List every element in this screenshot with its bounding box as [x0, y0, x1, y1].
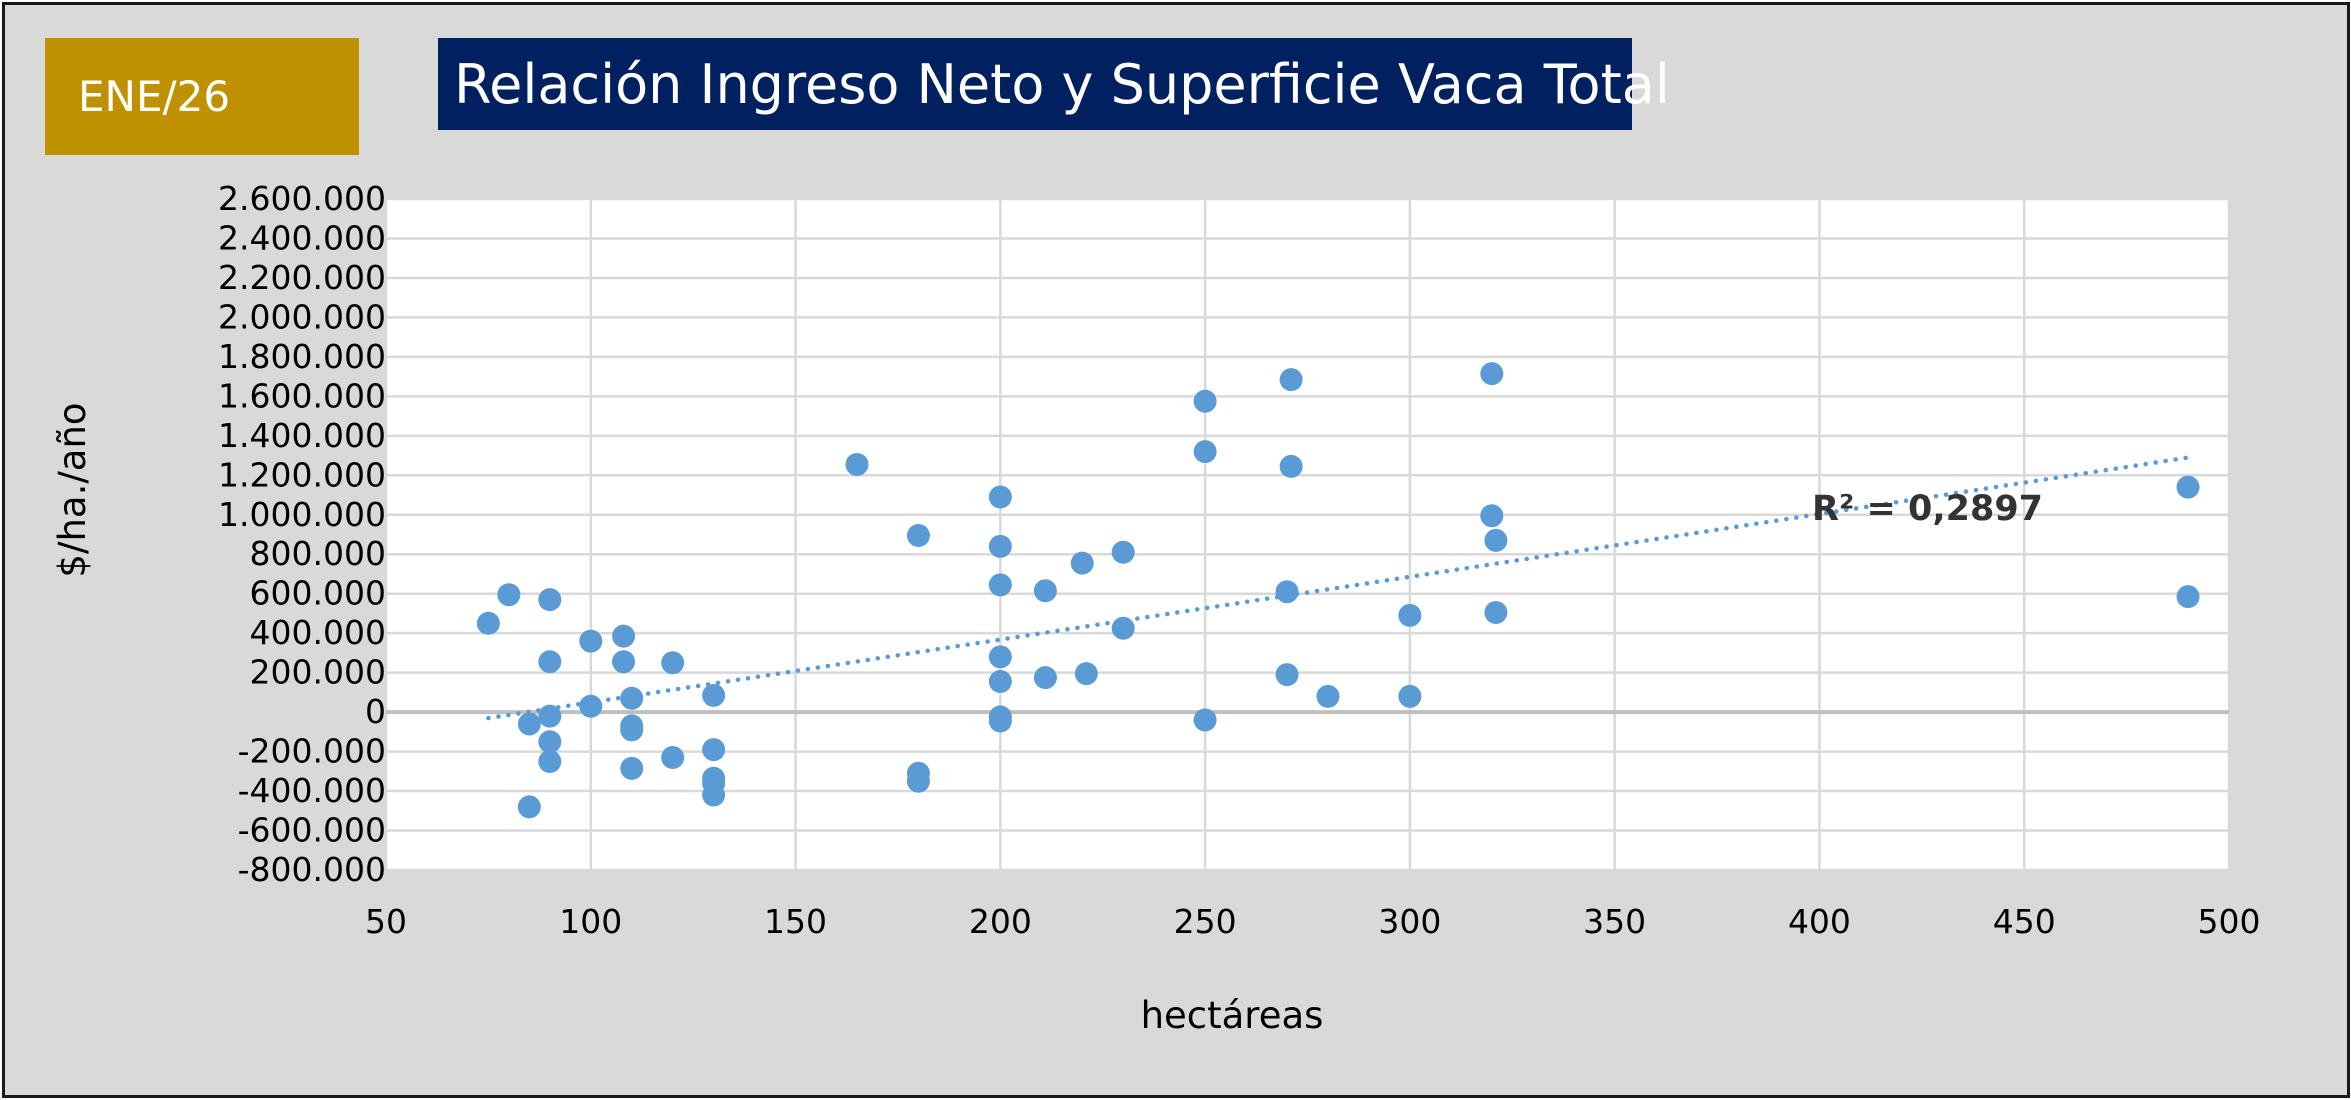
plot-area: [386, 199, 2229, 870]
data-point: [2176, 475, 2200, 499]
data-point: [1033, 579, 1057, 603]
y-tick-label: 1.000.000: [218, 495, 386, 534]
data-point: [1484, 528, 1508, 552]
data-point: [906, 523, 930, 547]
x-tick-labels: 50 100 150 200 250 300 350 400 450 500: [365, 902, 2261, 941]
data-points: [476, 362, 2200, 819]
data-point: [612, 624, 636, 648]
data-point: [1275, 580, 1299, 604]
y-axis-title: $/ha./año: [51, 402, 94, 577]
vertical-gridlines: [384, 199, 2231, 870]
y-tick-label: 2.000.000: [218, 297, 386, 336]
data-point: [1111, 540, 1135, 564]
data-point: [1279, 368, 1303, 392]
data-point: [702, 683, 726, 707]
data-point: [661, 746, 685, 770]
y-tick-label: 200.000: [250, 653, 386, 692]
y-tick-label: 0: [365, 692, 386, 731]
data-point: [1279, 454, 1303, 478]
data-point: [1275, 663, 1299, 687]
y-tick-label: 400.000: [250, 613, 386, 652]
data-point: [988, 534, 1012, 558]
y-tick-label: 1.400.000: [218, 416, 386, 455]
data-point: [517, 712, 541, 736]
y-tick-label: -600.000: [238, 811, 386, 850]
date-badge: ENE/26: [45, 38, 359, 155]
x-tick-label: 350: [1583, 902, 1646, 941]
y-tick-label: -400.000: [238, 771, 386, 810]
x-tick-label: 300: [1378, 902, 1441, 941]
data-point: [845, 452, 869, 476]
data-point: [620, 686, 644, 710]
data-point: [1193, 708, 1217, 732]
data-point: [1074, 662, 1098, 686]
data-point: [538, 704, 562, 728]
data-point: [988, 670, 1012, 694]
y-tick-label: -200.000: [238, 732, 386, 771]
trendline: [486, 455, 2191, 721]
data-point: [2176, 585, 2200, 609]
data-point: [661, 651, 685, 675]
y-tick-label: 1.600.000: [218, 376, 386, 415]
horizontal-gridlines: [386, 197, 2229, 872]
data-point: [517, 795, 541, 819]
data-point: [988, 709, 1012, 733]
x-tick-label: 200: [969, 902, 1032, 941]
x-axis-title: hectáreas: [1141, 994, 1324, 1037]
data-point: [1484, 600, 1508, 624]
y-tick-label: 1.200.000: [218, 455, 386, 494]
x-tick-label: 450: [1993, 902, 2056, 941]
x-tick-label: 500: [2198, 902, 2261, 941]
data-point: [538, 730, 562, 754]
y-tick-labels: 2.600.0002.400.0002.200.0002.000.0001.80…: [218, 179, 386, 889]
data-point: [1070, 551, 1094, 575]
y-tick-label: 2.200.000: [218, 258, 386, 297]
data-point: [538, 749, 562, 773]
data-point: [620, 718, 644, 742]
x-tick-label: 400: [1788, 902, 1851, 941]
data-point: [702, 783, 726, 807]
x-tick-label: 100: [559, 902, 622, 941]
data-point: [620, 756, 644, 780]
chart-title: Relación Ingreso Neto y Superficie Vaca …: [438, 38, 1670, 130]
y-tick-label: 1.800.000: [218, 337, 386, 376]
trendline-group: [486, 455, 2191, 721]
x-tick-label: 150: [764, 902, 827, 941]
data-point: [1033, 666, 1057, 690]
data-point: [538, 650, 562, 674]
data-point: [1193, 440, 1217, 464]
data-point: [538, 588, 562, 612]
y-tick-label: 2.400.000: [218, 218, 386, 257]
data-point: [1398, 684, 1422, 708]
x-tick-label: 250: [1174, 902, 1237, 941]
data-point: [988, 485, 1012, 509]
data-point: [1316, 684, 1340, 708]
data-point: [702, 738, 726, 762]
data-point: [476, 611, 500, 635]
data-point: [988, 573, 1012, 597]
data-point: [497, 583, 521, 607]
data-point: [1193, 389, 1217, 413]
data-point: [1480, 362, 1504, 386]
data-point: [1480, 504, 1504, 528]
y-tick-label: 2.600.000: [218, 179, 386, 218]
y-tick-label: 600.000: [250, 574, 386, 613]
x-tick-label: 50: [365, 902, 407, 941]
data-point: [612, 650, 636, 674]
data-point: [906, 769, 930, 793]
y-tick-label: 800.000: [250, 534, 386, 573]
data-point: [579, 694, 603, 718]
y-tick-label: -800.000: [238, 850, 386, 889]
r-squared-annotation: R² = 0,2897: [1812, 489, 2043, 529]
data-point: [1398, 603, 1422, 627]
data-point: [988, 645, 1012, 669]
data-point: [1111, 616, 1135, 640]
data-point: [579, 629, 603, 653]
